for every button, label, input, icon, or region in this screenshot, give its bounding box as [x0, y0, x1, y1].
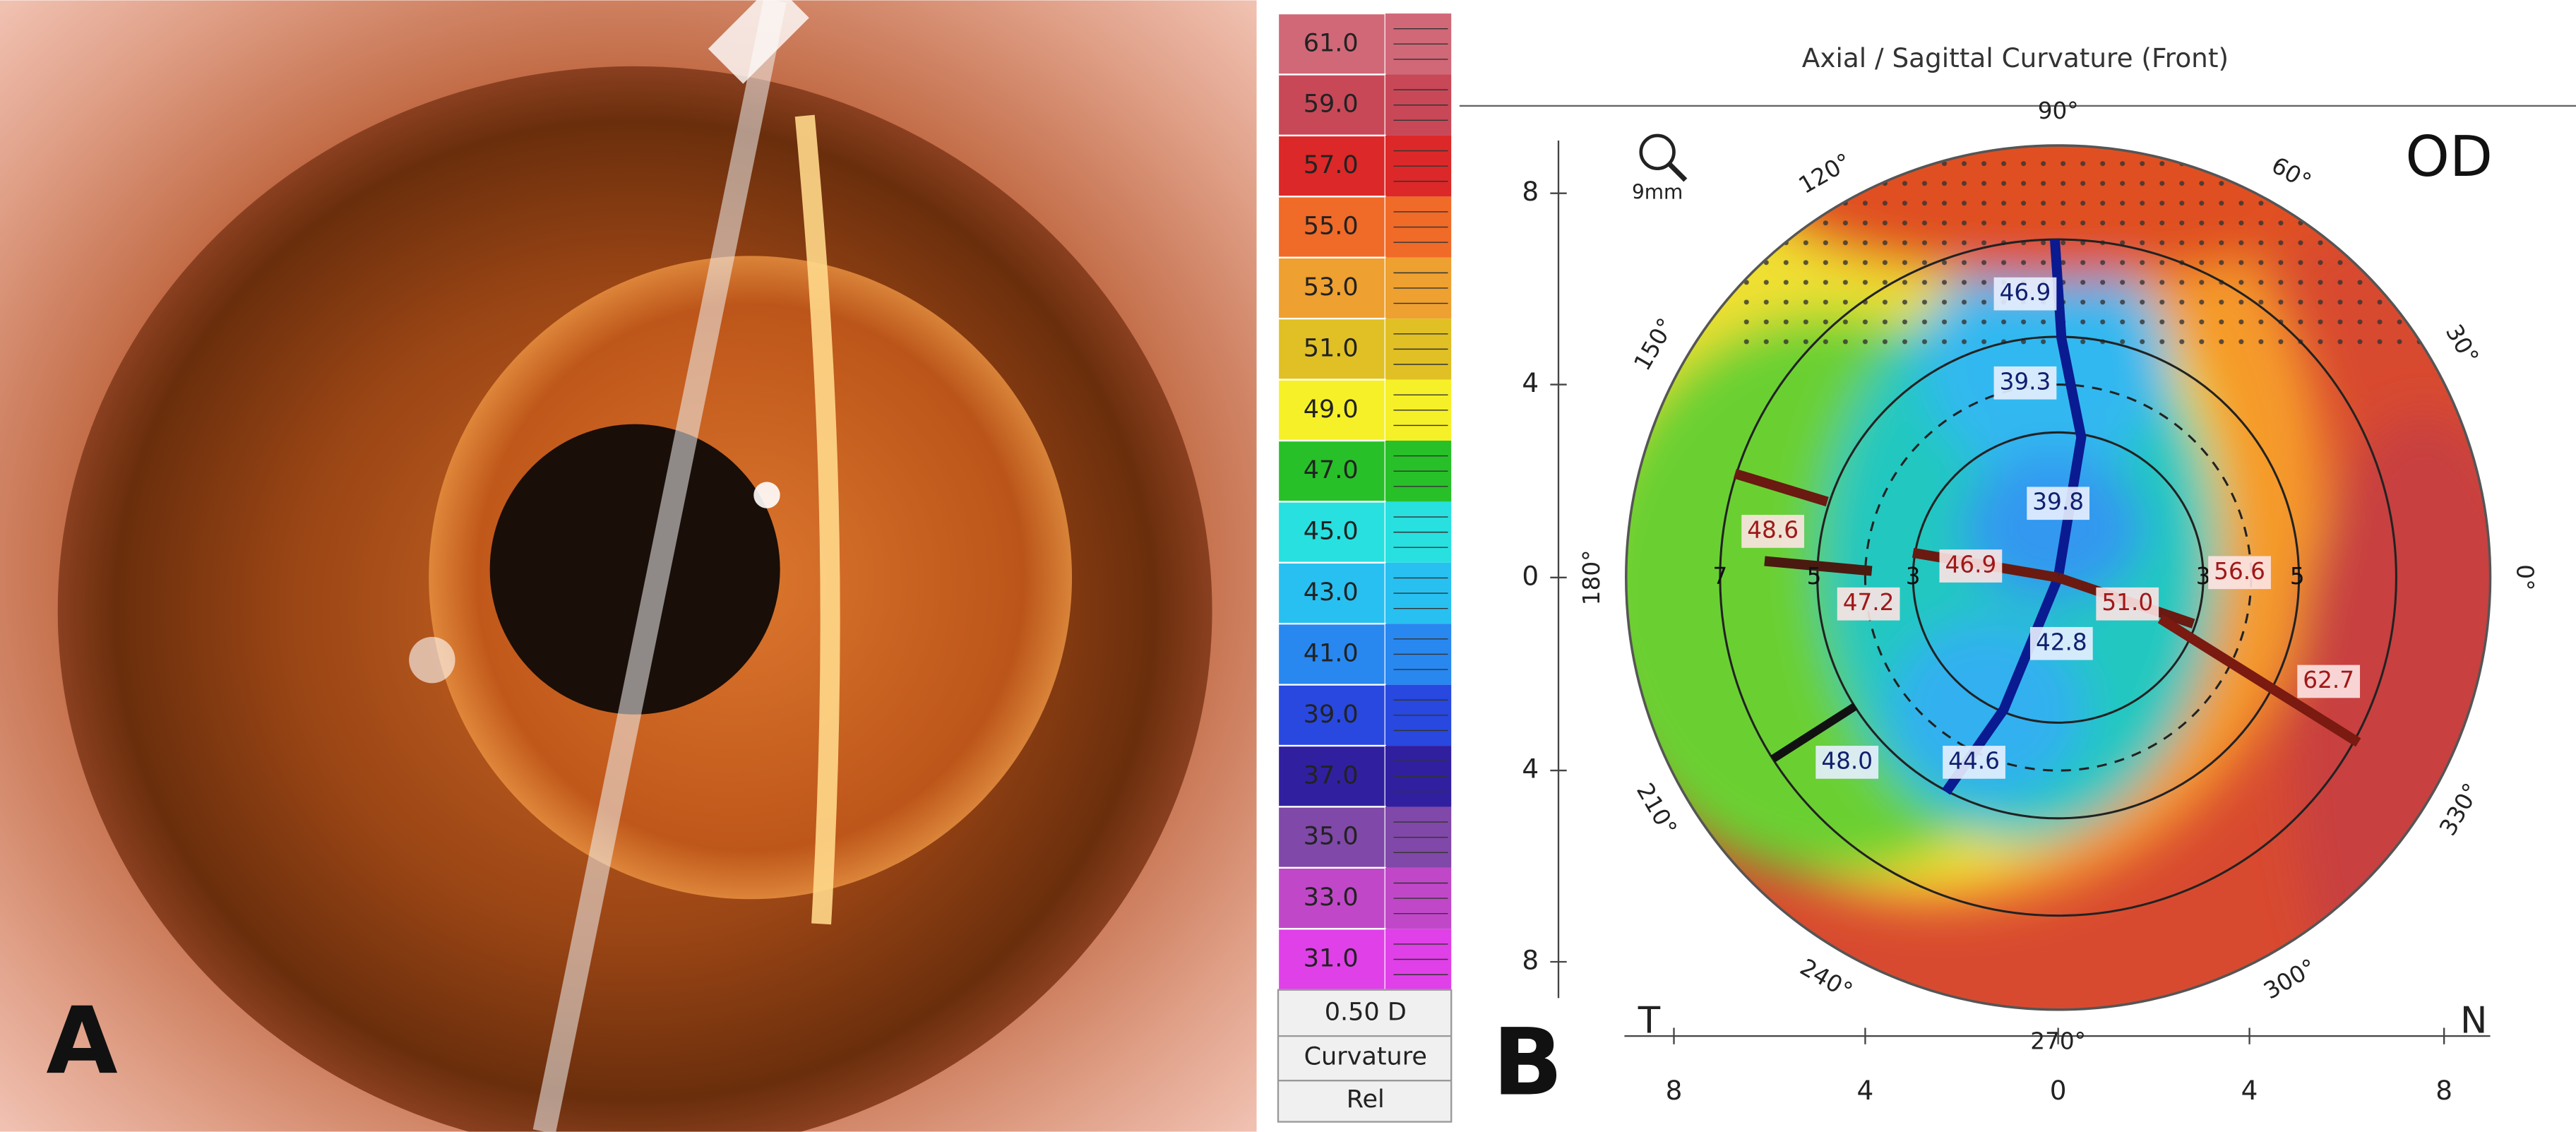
scale-label: 49.0 — [1304, 395, 1359, 424]
reading: 48.0 — [1821, 747, 1873, 774]
reading: 46.9 — [1945, 552, 1996, 578]
reading: 42.8 — [2036, 628, 2087, 655]
reading-box — [1815, 746, 1879, 779]
scale-footer — [1277, 989, 1453, 1123]
reading-box — [1993, 366, 2057, 400]
scale-label: 33.0 — [1304, 883, 1359, 912]
scale-swatch — [1277, 379, 1386, 442]
scale-label: 59.0 — [1304, 90, 1359, 119]
reading-box — [2208, 556, 2271, 590]
scale-swatch — [1277, 623, 1386, 686]
panel-label: B — [1493, 1008, 1563, 1116]
ring-label: 3 — [2196, 563, 2211, 590]
y-tick-label: 8 — [1522, 176, 1539, 207]
y-tick-label: 0 — [1522, 560, 1539, 591]
reading: 47.2 — [1843, 589, 1895, 616]
ring-label: 3 — [1906, 563, 1921, 590]
reading: 44.6 — [1948, 747, 2000, 774]
scale-label: 61.0 — [1304, 28, 1359, 57]
scale-label: 39.0 — [1304, 700, 1359, 729]
scale-label: 57.0 — [1304, 150, 1359, 179]
scale-label: 43.0 — [1304, 578, 1359, 607]
ring-label: 5 — [2290, 563, 2305, 590]
reading-box — [2096, 587, 2159, 621]
reading: 48.6 — [1747, 516, 1799, 543]
scale-swatch — [1277, 928, 1386, 991]
scale-step: 0.50 D — [1325, 997, 1407, 1026]
x-tick-label: 0 — [2050, 1075, 2067, 1106]
x-tick-label: 8 — [1666, 1075, 1683, 1106]
scale-swatch — [1277, 256, 1386, 320]
x-tick-label: 4 — [2241, 1075, 2258, 1106]
reading: 39.8 — [2032, 489, 2084, 516]
color-scale: 61.0 59.0 57.0 55.0 53.0 51.0 49.0 47.0 45.0 43.0… — [1277, 12, 1452, 991]
ring-label: 5 — [1807, 563, 1822, 590]
x-tick-label: 8 — [2435, 1075, 2452, 1106]
reading-box — [2027, 487, 2090, 520]
reading: 56.6 — [2214, 558, 2265, 585]
reading-box — [1993, 277, 2057, 311]
scale-label: 47.0 — [1304, 455, 1359, 484]
angle-label: 0° — [2511, 564, 2538, 590]
scale-label: 45.0 — [1304, 517, 1359, 546]
scale-swatch — [1277, 73, 1386, 137]
map-border — [1625, 144, 2492, 1011]
y-tick-label: 4 — [1522, 753, 1539, 785]
ring-label: 7 — [1712, 563, 1727, 590]
side-label: T — [1638, 999, 1661, 1042]
scale-label: 31.0 — [1304, 944, 1359, 973]
y-tick-label: 8 — [1522, 945, 1539, 976]
reading-box — [1939, 549, 2003, 583]
x-tick-label: 4 — [1857, 1075, 1874, 1106]
reading: 39.3 — [2000, 368, 2051, 395]
side-label: N — [2460, 999, 2487, 1042]
scale-label: 41.0 — [1304, 638, 1359, 667]
y-tick-label: 4 — [1522, 367, 1539, 398]
reading-box — [1837, 587, 1900, 621]
scale-type: Curvature — [1304, 1042, 1427, 1071]
scale-mode: Rel — [1347, 1085, 1385, 1114]
scale-label: 35.0 — [1304, 822, 1359, 851]
reading: 51.0 — [2101, 589, 2153, 616]
zoom-label: 9mm — [1632, 181, 1683, 204]
scale-label: 53.0 — [1304, 273, 1359, 302]
eye-photo — [0, 0, 1257, 1132]
scale-label: 55.0 — [1304, 212, 1359, 241]
reading: 62.7 — [2303, 667, 2354, 693]
scale-label: 37.0 — [1304, 761, 1359, 790]
reading-box — [2297, 665, 2361, 698]
angle-label: 90° — [2038, 97, 2079, 124]
angle-label: 180° — [1578, 549, 1605, 605]
scale-swatch — [1277, 684, 1386, 747]
reading-box — [1943, 746, 2005, 779]
reading-box — [2029, 626, 2093, 660]
eye-label: OD — [2405, 124, 2493, 189]
reading: 46.9 — [2000, 279, 2051, 306]
map-title: Axial / Sagittal Curvature (Front) — [1802, 42, 2229, 73]
zoom-icon — [1639, 133, 1688, 182]
scale-swatch — [1277, 501, 1386, 564]
panel-label: A — [46, 987, 117, 1095]
scale-label: 51.0 — [1304, 333, 1359, 362]
reading-box — [1741, 515, 1805, 548]
scale-swatch — [1277, 866, 1386, 930]
